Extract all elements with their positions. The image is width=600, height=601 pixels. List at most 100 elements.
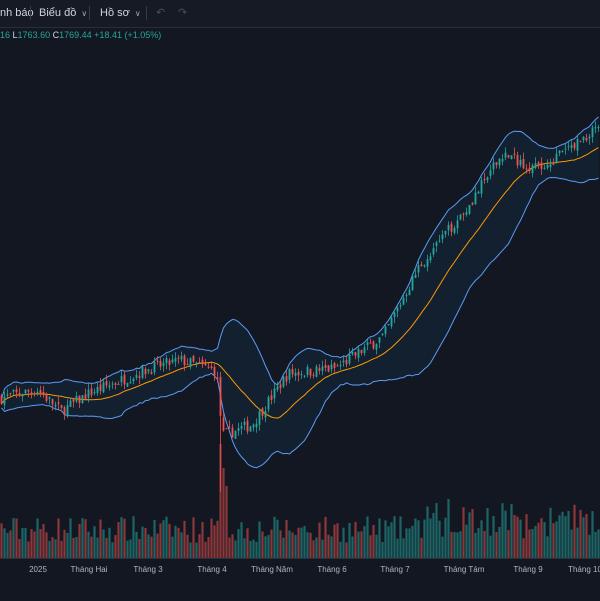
candle: [99, 378, 102, 395]
candle: [486, 176, 489, 183]
volume-bar: [456, 532, 459, 558]
volume-bar: [30, 529, 33, 558]
volume-bar: [411, 525, 414, 558]
candle: [597, 124, 600, 132]
volume-bar: [390, 522, 393, 558]
candle: [204, 359, 207, 366]
top-toolbar: nh báo Biểu đồ ∨ Hồ sơ ∨ ↶ ↷: [0, 0, 600, 28]
candle: [276, 381, 279, 392]
volume-bar: [261, 531, 264, 558]
candle: [489, 164, 492, 180]
volume-bar: [6, 532, 9, 558]
time-axis-label: Tháng 6: [317, 565, 347, 574]
volume-bar: [324, 516, 327, 558]
volume-bar: [42, 523, 45, 558]
candle: [54, 401, 57, 411]
candle: [138, 371, 141, 385]
chart-menu-label: Biểu đồ: [39, 7, 77, 19]
volume-bar: [357, 531, 360, 558]
volume-bar: [426, 506, 429, 558]
volume-bar: [543, 522, 546, 558]
candle: [399, 302, 402, 310]
volume-bar: [165, 516, 168, 558]
price-chart[interactable]: [0, 27, 600, 558]
chevron-down-icon: ∨: [81, 9, 88, 18]
time-axis[interactable]: 2025 Tháng Hai Tháng 3 Tháng 4 Tháng Năm Thán…: [0, 558, 600, 601]
alert-label: nh báo: [0, 7, 34, 19]
volume-bar: [297, 527, 300, 558]
candle: [351, 347, 354, 356]
candle: [348, 348, 351, 366]
candle: [330, 359, 333, 373]
candle: [468, 205, 471, 216]
volume-bar: [453, 532, 456, 558]
volume-bar: [159, 523, 162, 558]
candle: [39, 385, 42, 398]
volume-bar: [138, 538, 141, 558]
candle: [405, 292, 408, 303]
chevron-down-icon: ∨: [134, 9, 141, 18]
alert-menu[interactable]: nh báo: [0, 0, 34, 26]
volume-bar: [435, 503, 438, 558]
candle: [60, 404, 63, 410]
volume-bar: [459, 531, 462, 558]
volume-bar: [471, 509, 474, 558]
volume-bar: [321, 539, 324, 558]
volume-bar: [318, 522, 321, 558]
candle: [27, 388, 30, 398]
volume-bar: [468, 512, 471, 558]
volume-bar: [483, 530, 486, 558]
volume-bar: [246, 528, 249, 558]
candle: [291, 364, 294, 378]
bollinger-basis: [1, 147, 599, 419]
volume-bar: [216, 520, 219, 558]
volume-bar: [432, 512, 435, 558]
candle: [573, 141, 576, 151]
profile-menu[interactable]: Hồ sơ ∨: [100, 0, 141, 26]
candle: [81, 395, 84, 404]
candle: [42, 386, 45, 398]
volume-bar: [225, 486, 228, 558]
candle: [231, 424, 234, 439]
volume-bar: [57, 518, 60, 558]
candle: [342, 355, 345, 367]
volume-bar: [537, 522, 540, 558]
candle: [378, 337, 381, 348]
candle: [252, 423, 255, 432]
time-axis-label: Tháng 4: [197, 565, 227, 574]
candle: [0, 393, 3, 405]
candle: [288, 367, 291, 384]
candle: [582, 136, 585, 143]
volume-bar: [183, 520, 186, 558]
candle: [102, 378, 105, 394]
candle: [36, 387, 39, 396]
undo-icon[interactable]: ↶: [156, 7, 166, 19]
chart-menu[interactable]: Biểu đồ ∨: [39, 0, 87, 26]
candle: [180, 351, 183, 363]
close-key: C: [52, 30, 60, 40]
volume-bar: [114, 535, 117, 558]
high-value-tail: 16: [0, 30, 11, 40]
candle: [558, 150, 561, 157]
ohlc-legend: 16 L1763.60 C1769.44 +18.41 (+1.05%): [0, 30, 161, 44]
volume-bar: [135, 531, 138, 558]
volume-bar: [420, 537, 423, 558]
volume-bar: [198, 534, 201, 558]
volume-bar: [558, 515, 561, 558]
volume-bar: [237, 529, 240, 558]
volume-bar: [153, 519, 156, 558]
candle: [297, 368, 300, 382]
volume-bar: [96, 537, 99, 558]
volume-bar: [81, 518, 84, 558]
volume-bar: [534, 526, 537, 558]
volume-bar: [525, 514, 528, 558]
candle: [366, 339, 369, 351]
volume-bar: [507, 530, 510, 558]
volume-bar: [144, 528, 147, 558]
candle: [165, 355, 168, 370]
candle: [135, 369, 138, 381]
candle: [408, 286, 411, 296]
volume-bar: [516, 516, 519, 558]
redo-icon[interactable]: ↷: [178, 7, 188, 19]
candle: [264, 406, 267, 423]
